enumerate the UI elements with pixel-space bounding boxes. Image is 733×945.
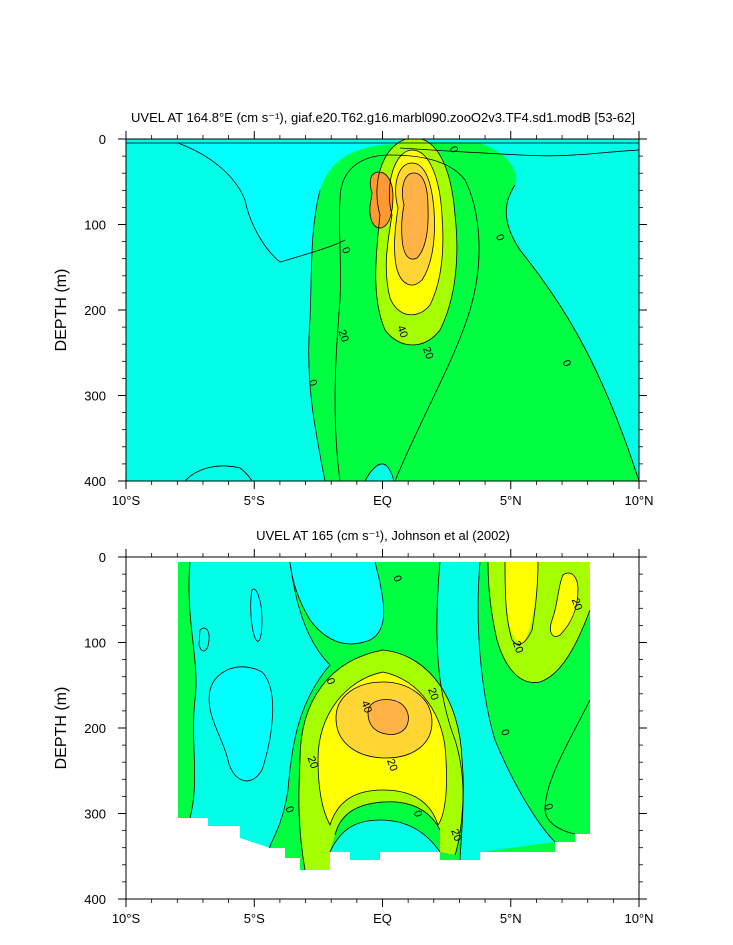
contour-line-10-inner xyxy=(334,801,441,836)
contour-label: 0 xyxy=(390,574,403,584)
contour-line-30 xyxy=(335,681,433,759)
contour-line-0-west xyxy=(177,142,346,263)
contour-label: 20 xyxy=(448,827,463,843)
contour-label: 0 xyxy=(560,358,573,368)
y-tick-label: 0 xyxy=(99,550,106,565)
contour-label: 40 xyxy=(358,699,373,715)
x-tick-label: 10°N xyxy=(624,493,653,508)
x-tick-label: 5°N xyxy=(500,911,522,926)
contour-line-0-west-a xyxy=(188,561,197,819)
contour-line-40 xyxy=(367,699,409,735)
contour-line-30 xyxy=(385,149,444,316)
y-tick-label: 200 xyxy=(84,303,106,318)
region-small-west xyxy=(199,628,210,652)
contour-label: 0 xyxy=(306,378,319,388)
contour-line-40 xyxy=(394,162,435,286)
x-tick-label: 5°N xyxy=(500,493,522,508)
contour-line-small-west xyxy=(198,627,210,652)
contour-line-small-sw xyxy=(250,588,263,642)
contour-label: 0 xyxy=(447,145,460,155)
region-50-60 xyxy=(401,173,429,260)
region-lt0-east xyxy=(436,562,555,860)
region-lt0-eq-south xyxy=(365,463,394,481)
contour-label: 20 xyxy=(569,597,584,613)
contour-line-20 xyxy=(375,139,458,346)
contour-line-east-lower xyxy=(544,699,591,835)
y-tick-label: 0 xyxy=(99,132,106,147)
panel-title-observations: UVEL AT 165 (cm s⁻¹), Johnson et al (200… xyxy=(256,528,510,543)
contour-line-0-east xyxy=(505,184,639,481)
contour-label: 20 xyxy=(425,686,440,702)
contour-line-10-west xyxy=(334,199,341,481)
contour-label: 40 xyxy=(394,324,409,340)
contour-labels-observations: 0 20 20 0 20 40 20 20 0 0 0 0 20 xyxy=(283,574,585,843)
panel-title-model: UVEL AT 164.8°E (cm s⁻¹), giaf.e20.T62.g… xyxy=(131,110,635,125)
contour-line-east-10 xyxy=(487,561,591,683)
y-tick-label: 400 xyxy=(84,474,106,489)
contour-line-0-core-west xyxy=(308,189,326,481)
contour-line-0-east-b xyxy=(477,561,556,843)
contour-line-east-20 xyxy=(504,561,539,645)
contour-label: 0 xyxy=(283,805,296,815)
ylabel-observations: DEPTH (m) xyxy=(53,687,70,770)
contour-line-0-west-b xyxy=(269,561,331,849)
region-small-sw xyxy=(250,589,262,642)
contour-line-eq-bump xyxy=(364,463,395,481)
y-tick-label: 100 xyxy=(84,218,106,233)
contour-line-60 xyxy=(369,171,394,229)
y-tick-label: 300 xyxy=(84,389,106,404)
panel-model: UVEL AT 164.8°E (cm s⁻¹), giaf.e20.T62.g… xyxy=(53,110,654,508)
contour-line-0-east xyxy=(436,561,464,861)
contour-line-20 xyxy=(317,671,448,827)
region-lt-neg10-west xyxy=(209,666,273,781)
contour-label: 0 xyxy=(324,676,337,686)
x-tick-label: 10°N xyxy=(624,911,653,926)
contour-fill-model xyxy=(126,139,639,481)
region-lt0-south xyxy=(185,465,252,481)
x-tick-label: 5°S xyxy=(244,493,265,508)
y-tick-label: 200 xyxy=(84,721,106,736)
contour-label: 20 xyxy=(305,755,320,771)
contour-line-50 xyxy=(401,172,429,260)
y-tick-label: 300 xyxy=(84,807,106,822)
x-tick-label: EQ xyxy=(373,493,392,508)
contour-label: 20 xyxy=(510,639,525,655)
region-east-20-30 xyxy=(505,562,538,645)
contour-label: 0 xyxy=(498,728,511,738)
x-tick-label: 10°S xyxy=(112,493,141,508)
contour-label: 0 xyxy=(411,809,424,819)
region-lt0-west xyxy=(178,143,400,262)
contour-line-neg10-b xyxy=(289,561,385,645)
contour-label: 0 xyxy=(339,246,352,256)
x-tick-label: 10°S xyxy=(112,911,141,926)
x-tick-label: 5°S xyxy=(244,911,265,926)
contour-label: 20 xyxy=(335,328,350,344)
ylabel-model: DEPTH (m) xyxy=(53,269,70,352)
contour-line-10 xyxy=(339,154,480,481)
region-lt-neg10-a xyxy=(290,562,384,644)
region-40-50 xyxy=(368,699,409,735)
region-lt0-south-center xyxy=(330,820,440,860)
contour-line-east-20-b xyxy=(550,572,579,637)
contour-label: 0 xyxy=(493,233,506,243)
contour-label: 0 xyxy=(542,802,555,812)
contour-fill-observations xyxy=(178,561,591,871)
contour-line-south-bump xyxy=(184,465,253,481)
region-gt60 xyxy=(369,172,393,229)
panel-observations: UVEL AT 165 (cm s⁻¹), Johnson et al (200… xyxy=(53,528,654,926)
x-tick-label: EQ xyxy=(373,911,392,926)
contour-label: 20 xyxy=(420,345,435,361)
contour-line-0-center-south xyxy=(329,819,441,853)
contour-line-0-surface xyxy=(399,147,639,157)
y-tick-label: 400 xyxy=(84,892,106,907)
contour-label: 20 xyxy=(384,757,399,773)
contour-line-10 xyxy=(298,649,464,871)
contour-line-neg10-a xyxy=(208,666,274,782)
y-tick-label: 100 xyxy=(84,636,106,651)
region-east-20-30-b xyxy=(550,573,578,637)
contour-labels-model: 0 0 0 0 0 20 40 20 xyxy=(306,145,573,388)
